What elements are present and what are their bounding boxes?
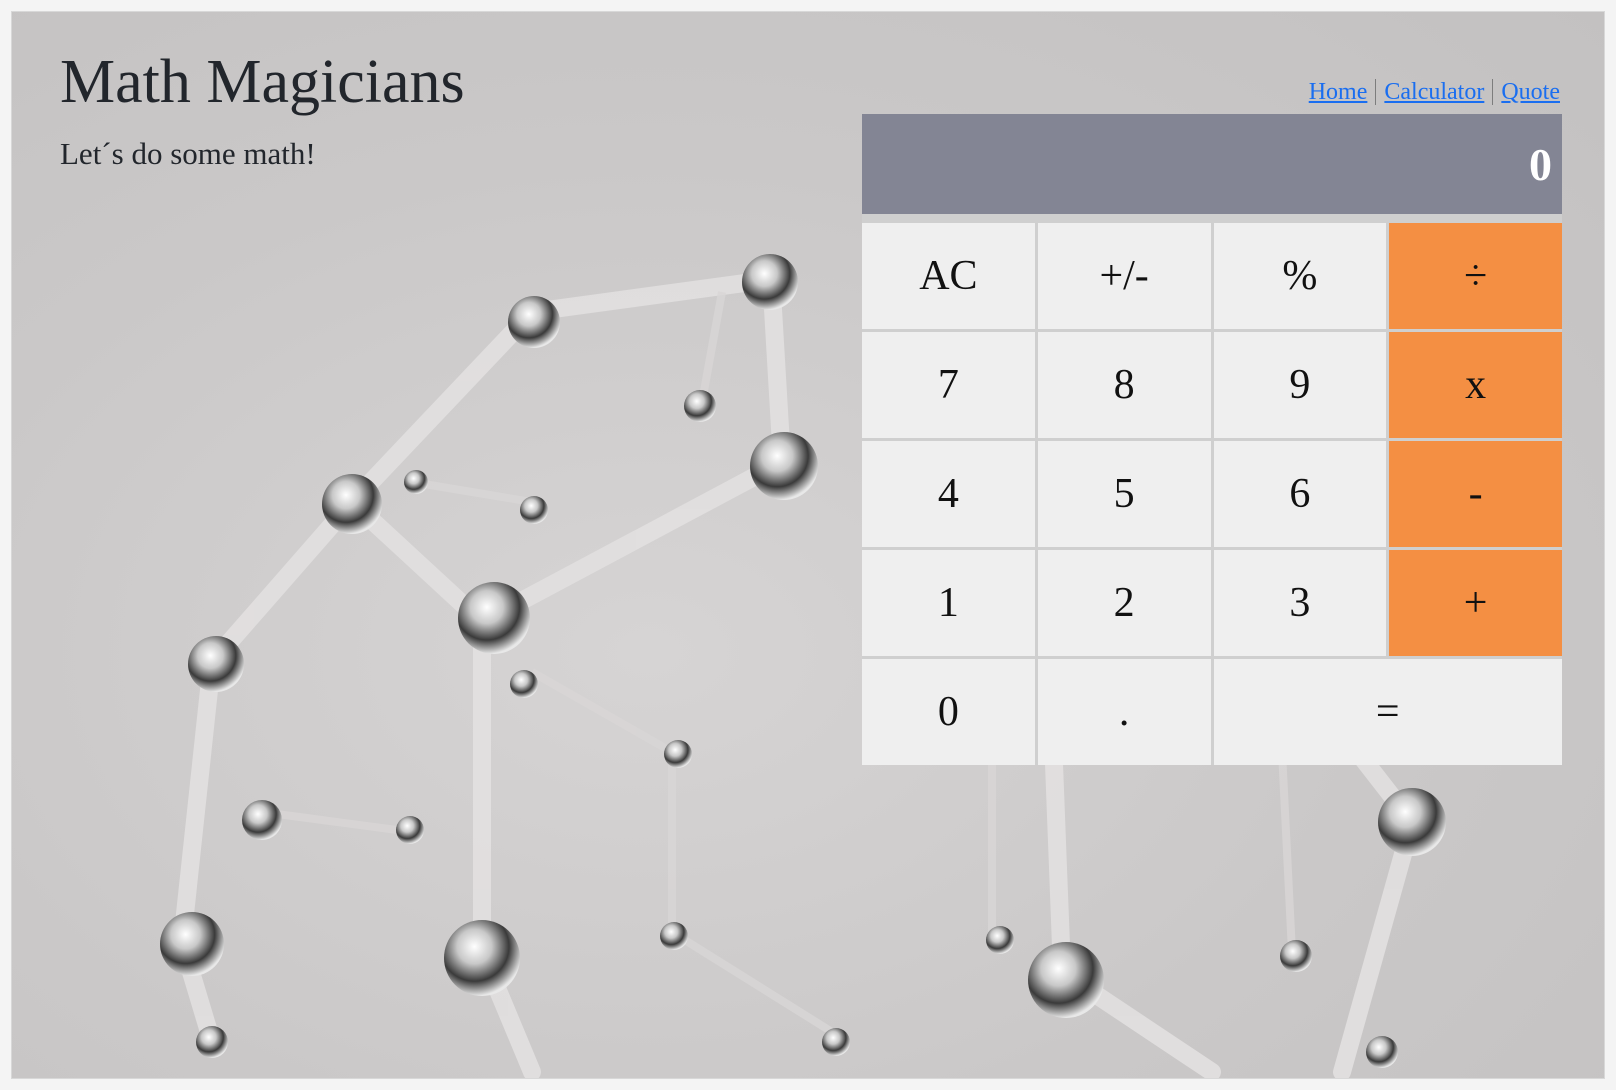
nav-divider [1375, 79, 1377, 105]
nav-link-home[interactable]: Home [1308, 79, 1368, 105]
page-title: Math Magicians [60, 48, 465, 116]
digit-6-button[interactable]: 6 [1213, 441, 1387, 547]
digit-0-button[interactable]: 0 [862, 659, 1035, 765]
multiply-button[interactable]: x [1389, 332, 1562, 438]
calculator-display: 0 [862, 114, 1562, 214]
decimal-button[interactable]: . [1037, 659, 1211, 765]
nav-link-quote[interactable]: Quote [1501, 79, 1560, 105]
digit-1-button[interactable]: 1 [862, 550, 1035, 656]
digit-8-button[interactable]: 8 [1037, 332, 1211, 438]
nav-divider [1492, 79, 1494, 105]
digit-5-button[interactable]: 5 [1037, 441, 1211, 547]
digit-7-button[interactable]: 7 [862, 332, 1035, 438]
percent-button[interactable]: % [1213, 223, 1387, 329]
divide-button[interactable]: ÷ [1389, 223, 1562, 329]
page-subtitle: Let´s do some math! [60, 136, 316, 171]
equals-button[interactable]: = [1213, 659, 1562, 765]
page-frame: Math Magicians Let´s do some math! Home … [11, 11, 1605, 1079]
all-clear-button[interactable]: AC [862, 223, 1035, 329]
digit-9-button[interactable]: 9 [1213, 332, 1387, 438]
digit-3-button[interactable]: 3 [1213, 550, 1387, 656]
minus-button[interactable]: - [1389, 441, 1562, 547]
digit-2-button[interactable]: 2 [1037, 550, 1211, 656]
nav-link-calculator[interactable]: Calculator [1384, 79, 1485, 105]
plus-minus-button[interactable]: +/- [1037, 223, 1211, 329]
digit-4-button[interactable]: 4 [862, 441, 1035, 547]
top-nav: Home Calculator Quote [1301, 78, 1560, 106]
plus-button[interactable]: + [1389, 550, 1562, 656]
calculator: 0 AC +/- % ÷ 7 8 9 x 4 5 6 - 1 2 3 + 0 .… [862, 114, 1562, 765]
